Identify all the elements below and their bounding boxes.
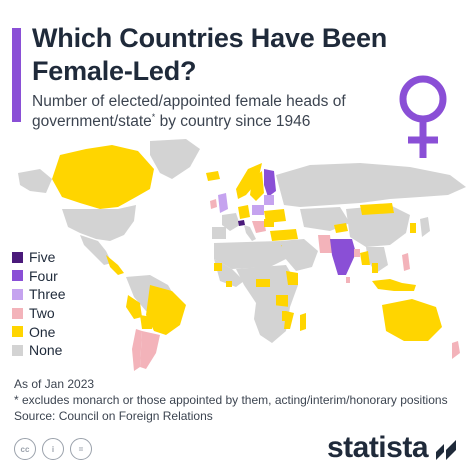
legend-swatch-five	[12, 251, 23, 263]
map-central-america	[106, 255, 124, 275]
legend-swatch-two	[12, 307, 23, 319]
venus-symbol-icon	[399, 75, 447, 158]
nd-icon[interactable]: =	[70, 438, 92, 460]
chart-title: Which Countries Have Been Female-Led?	[32, 23, 388, 86]
map-malawi	[282, 311, 286, 321]
map-baltics	[264, 195, 274, 205]
license-icons: cc i =	[14, 438, 98, 460]
map-southeast-asia	[366, 247, 388, 273]
map-liberia	[226, 281, 232, 287]
map-southern-africa	[254, 303, 290, 343]
map-uk	[218, 193, 228, 213]
map-canada	[52, 145, 154, 209]
statista-logo-text[interactable]: statista	[326, 431, 429, 464]
map-iberia	[212, 227, 226, 239]
map-norway	[236, 163, 262, 199]
legend-item-five: Five	[12, 248, 66, 267]
subtitle-asterisk: *	[151, 111, 156, 122]
map-myanmar	[360, 251, 370, 265]
map-car	[256, 279, 270, 287]
map-france	[222, 213, 240, 231]
map-italy	[244, 225, 256, 241]
map-australia	[382, 299, 442, 341]
legend-swatch-three	[12, 288, 23, 300]
map-sri-lanka	[346, 277, 350, 283]
map-philippines	[402, 253, 410, 271]
legend-label-four: Four	[29, 267, 58, 284]
legend-item-two: Two	[12, 304, 66, 323]
map-peru	[126, 295, 142, 319]
subtitle-tail: by country since 1946	[155, 113, 311, 130]
map-madagascar	[300, 313, 306, 331]
statista-logo-icon[interactable]	[434, 438, 460, 464]
map-finland	[264, 169, 276, 197]
map-greenland	[150, 139, 200, 179]
map-korea	[410, 223, 416, 233]
map-germany	[238, 205, 250, 219]
map-bolivia	[140, 315, 152, 329]
by-icon[interactable]: i	[42, 438, 64, 460]
legend-swatch-one	[12, 326, 23, 338]
map-tanzania	[276, 295, 288, 307]
map-switzerland	[238, 220, 245, 226]
map-iceland	[206, 171, 220, 181]
footnotes: As of Jan 2023 * excludes monarch or tho…	[14, 376, 448, 424]
map-middle-east	[280, 239, 318, 271]
map-mozambique	[284, 311, 294, 329]
map-senegal	[214, 263, 222, 271]
source-note: Source: Council on Foreign Relations	[14, 409, 213, 423]
map-sweden	[250, 171, 264, 201]
map-ireland	[210, 199, 217, 209]
map-north-africa	[214, 241, 286, 269]
map-new-zealand	[452, 341, 460, 359]
legend-item-three: Three	[12, 285, 66, 304]
cc-icon[interactable]: cc	[14, 438, 36, 460]
chart-subtitle: Number of elected/appointed female heads…	[32, 92, 392, 132]
map-mongolia	[360, 203, 394, 215]
map-bangladesh	[354, 249, 360, 257]
map-poland	[252, 205, 264, 215]
legend-label-five: Five	[29, 249, 56, 266]
map-pakistan	[318, 235, 332, 253]
map-brazil	[146, 285, 186, 335]
map-ethiopia	[286, 271, 298, 285]
legend-swatch-none	[12, 344, 23, 356]
world-map	[18, 139, 466, 371]
map-kyrgyzstan	[334, 223, 348, 233]
map-usa	[62, 205, 136, 241]
as-of-date: As of Jan 2023	[14, 377, 95, 391]
map-turkey	[270, 229, 298, 241]
legend-label-two: Two	[29, 305, 55, 322]
map-alaska	[18, 169, 52, 193]
legend-item-none: None	[12, 341, 66, 360]
footer: cc i = statista	[0, 428, 474, 474]
map-japan	[420, 217, 430, 237]
legend-swatch-four	[12, 270, 23, 282]
map-romania	[264, 219, 274, 227]
map-china	[346, 205, 410, 247]
legend-item-one: One	[12, 322, 66, 341]
accent-bar	[12, 28, 21, 122]
map-balkans	[252, 221, 266, 233]
legend-label-one: One	[29, 323, 56, 340]
legend-item-four: Four	[12, 267, 66, 286]
exclusions-note: * excludes monarch or those appointed by…	[14, 393, 448, 407]
map-russia	[276, 163, 466, 207]
legend-label-three: Three	[29, 286, 66, 303]
map-mexico	[80, 235, 112, 265]
map-argentina	[140, 331, 160, 369]
map-india	[330, 239, 356, 275]
map-legend: Five Four Three Two One None	[12, 248, 66, 360]
map-chile	[132, 329, 142, 371]
map-thailand	[372, 263, 378, 273]
subtitle-main: Number of elected/appointed female heads…	[32, 93, 346, 130]
map-indonesia	[372, 279, 416, 291]
legend-label-none: None	[29, 342, 63, 359]
